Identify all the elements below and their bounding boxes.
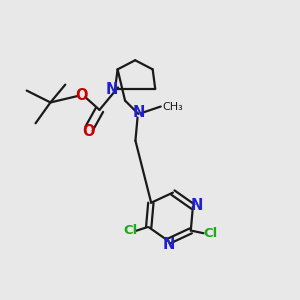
Text: CH₃: CH₃ bbox=[162, 101, 183, 112]
Text: Cl: Cl bbox=[123, 224, 137, 237]
Text: N: N bbox=[163, 237, 175, 252]
Text: O: O bbox=[82, 124, 95, 139]
Text: N: N bbox=[191, 199, 203, 214]
Text: O: O bbox=[75, 88, 88, 103]
Text: Cl: Cl bbox=[203, 227, 217, 240]
Text: N: N bbox=[133, 105, 145, 120]
Text: N: N bbox=[105, 82, 118, 97]
